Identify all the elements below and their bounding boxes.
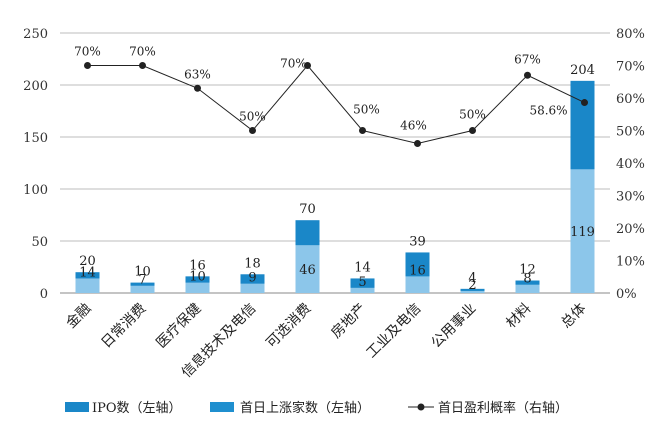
- first-day-up-bar: [570, 169, 595, 293]
- left-axis-tick: 100: [23, 183, 48, 198]
- probability-label: 67%: [514, 52, 541, 66]
- ipo-value-label: 4: [468, 271, 476, 286]
- legend-swatch-first-day-up: [210, 402, 234, 412]
- probability-point: [139, 62, 146, 69]
- probability-point: [84, 62, 91, 69]
- probability-point: [469, 127, 476, 134]
- first-day-up-value-label: 7: [138, 273, 146, 288]
- probability-label: 58.6%: [529, 104, 567, 118]
- ipo-value-label: 204: [570, 63, 595, 78]
- category-label: 总体: [558, 301, 589, 332]
- first-day-up-bar: [460, 290, 485, 293]
- right-axis-tick: 70%: [616, 60, 645, 75]
- probability-point: [194, 84, 201, 92]
- right-axis-tick: 0%: [616, 287, 637, 302]
- probability-label: 50%: [353, 103, 380, 117]
- legend-label-ipo: IPO数（左轴）: [92, 401, 182, 416]
- ipo-value-label: 16: [189, 258, 206, 273]
- category-label: 工业及电信: [364, 301, 425, 362]
- first-day-up-value-label: 14: [79, 265, 96, 280]
- left-axis-tick: 50: [31, 235, 48, 250]
- probability-label: 70%: [129, 45, 156, 59]
- first-day-up-bar: [515, 284, 540, 293]
- right-axis-tick: 30%: [616, 190, 645, 205]
- probability-point: [414, 140, 421, 147]
- probability-line: [87, 64, 585, 145]
- category-label: 材料: [503, 301, 534, 332]
- first-day-up-value-label: 46: [299, 263, 316, 278]
- first-day-up-bar: [295, 245, 320, 293]
- probability-label: 63%: [184, 67, 211, 81]
- left-axis-tick: 200: [23, 79, 48, 94]
- ipo-bar: [460, 288, 485, 293]
- category-label: 可选消费: [263, 301, 314, 352]
- probability-label: 50%: [239, 110, 266, 124]
- first-day-up-bar: [350, 287, 375, 293]
- probability-point: [304, 62, 311, 69]
- first-day-up-value-label: 5: [358, 275, 366, 290]
- probability-label: 70%: [74, 45, 101, 59]
- ipo-value-label: 10: [134, 265, 151, 280]
- first-day-up-bar: [185, 282, 210, 293]
- first-day-up-value-label: 9: [248, 271, 256, 286]
- left-axis-tick: 250: [23, 27, 48, 42]
- probability-point: [359, 127, 366, 134]
- right-axis-tick: 80%: [616, 27, 645, 42]
- ipo-value-label: 12: [519, 263, 536, 278]
- category-label: 公用事业: [428, 301, 479, 352]
- first-day-up-value-label: 119: [570, 225, 595, 240]
- probability-point: [524, 71, 531, 79]
- first-day-up-value-label: 16: [409, 263, 426, 278]
- ipo-value-label: 18: [244, 256, 261, 271]
- category-label: 房地产: [328, 301, 369, 342]
- ipo-value-label: 39: [409, 234, 426, 249]
- right-axis-tick: 40%: [616, 157, 645, 172]
- first-day-up-value-label: 10: [189, 270, 206, 285]
- probability-label: 46%: [400, 119, 427, 133]
- category-label: 日常消费: [98, 301, 149, 352]
- right-axis-tick: 10%: [616, 255, 645, 270]
- right-axis-tick: 60%: [616, 92, 645, 107]
- first-day-up-bar: [240, 283, 265, 293]
- first-day-up-bar: [130, 285, 155, 293]
- probability-point: [249, 127, 256, 134]
- legend-label-probability: 首日盈利概率（右轴）: [438, 400, 568, 416]
- first-day-up-bar: [405, 276, 430, 293]
- probability-point: [581, 99, 588, 107]
- first-day-up-bar: [75, 278, 100, 293]
- legend-swatch-ipo: [65, 402, 89, 412]
- left-axis-tick: 150: [23, 131, 48, 146]
- right-axis-tick: 50%: [616, 125, 645, 140]
- probability-label: 70%: [280, 57, 307, 71]
- probability-label: 50%: [459, 108, 486, 122]
- legend-marker-probability: [417, 403, 425, 411]
- first-day-up-value-label: 2: [468, 278, 476, 293]
- right-axis-tick: 20%: [616, 222, 645, 237]
- ipo-value-label: 14: [354, 260, 371, 275]
- category-label: 金融: [63, 301, 94, 332]
- category-label: 医疗保健: [153, 301, 204, 352]
- left-axis-tick: 0: [40, 287, 48, 302]
- first-day-up-value-label: 8: [523, 272, 531, 287]
- ipo-value-label: 20: [79, 254, 96, 269]
- legend-label-first-day-up: 首日上涨家数（左轴）: [240, 400, 370, 416]
- ipo-value-label: 70: [299, 202, 316, 217]
